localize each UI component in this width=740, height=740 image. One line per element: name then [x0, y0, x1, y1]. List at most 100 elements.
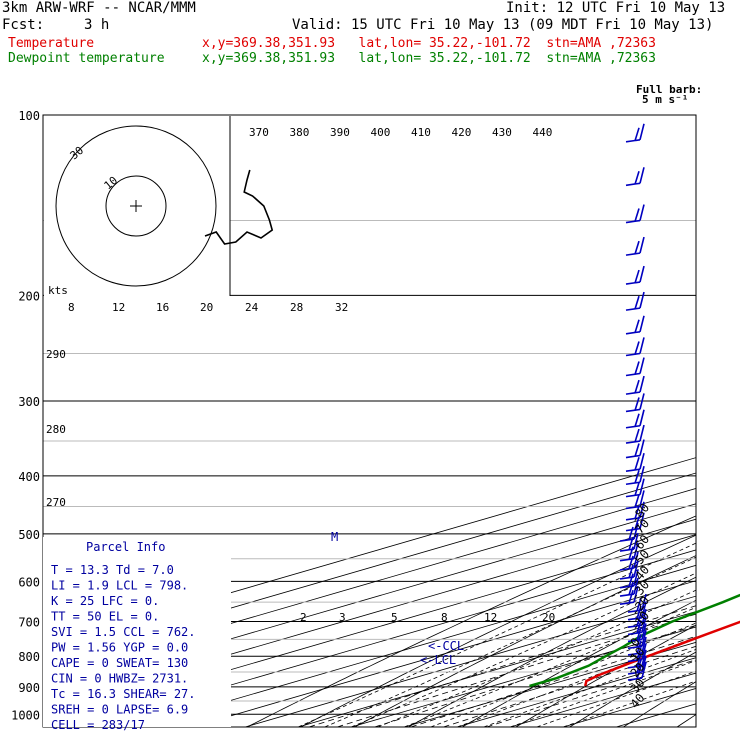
- wind-barb: [625, 468, 641, 473]
- wind-barb: [634, 397, 640, 411]
- wind-barb: [641, 661, 647, 679]
- wind-barb: [625, 493, 641, 498]
- wind-barb: [636, 647, 642, 661]
- isotherm: [563, 688, 696, 727]
- wind-barb: [641, 608, 647, 626]
- moist-adiabat: [536, 670, 696, 727]
- parcel-info-row: T = 13.3 Td = 7.0: [51, 563, 174, 577]
- wind-barb: [639, 204, 645, 221]
- full-barb-legend-title: Full barb:: [636, 83, 702, 96]
- wind-speed-label: 8: [68, 301, 75, 314]
- wind-barb: [628, 555, 634, 570]
- wind-barbs: [619, 123, 647, 681]
- wind-speed-label: 16: [156, 301, 169, 314]
- mixing-ratio-label: 8: [441, 611, 448, 624]
- wind-barb: [641, 649, 647, 666]
- temperature-location-info: x,y=369.38,351.93 lat,lon= 35.22,-101.72…: [202, 36, 656, 51]
- wind-barb: [625, 352, 641, 357]
- wind-barb: [625, 505, 641, 510]
- wind-barb: [639, 265, 645, 283]
- wind-barb: [625, 391, 641, 395]
- dry-adiabat: [515, 624, 696, 727]
- isotherm: [86, 549, 696, 727]
- theta-label: 430: [492, 126, 512, 139]
- lcl-marker: <-LCL: [420, 653, 456, 667]
- wind-barb: [633, 569, 639, 586]
- wind-barb: [625, 454, 641, 459]
- wind-barb: [634, 505, 640, 520]
- plot-frame: [42, 114, 697, 728]
- wind-barb: [639, 409, 645, 426]
- parcel-info-row: LI = 1.9 LCL = 798.: [51, 579, 188, 593]
- parcel-info-row: PW = 1.56 YGP = 0.0: [51, 641, 188, 655]
- wind-barb: [641, 643, 647, 660]
- wind-barb: [639, 167, 645, 184]
- wind-barb: [633, 585, 639, 603]
- wind-barb: [639, 501, 645, 518]
- theta-label: 410: [411, 126, 431, 139]
- theta-label: 440: [533, 126, 553, 139]
- wind-barb: [641, 655, 647, 673]
- dry-adiabat: [731, 115, 740, 727]
- wind-barb: [639, 315, 645, 332]
- isotherm: [245, 595, 696, 727]
- wind-barb: [634, 379, 640, 394]
- wind-barb: [625, 139, 641, 143]
- temperature-legend-label: Temperature: [8, 36, 95, 51]
- init-time: Init: 12 UTC Fri 10 May 13: [506, 0, 726, 16]
- wind-barb: [636, 605, 642, 619]
- wind-barb: [625, 408, 641, 413]
- wind-barb: [641, 636, 647, 654]
- isotherm: [139, 564, 696, 727]
- dry-adiabat: [676, 714, 696, 727]
- dewpoint-legend-label: Dewpoint temperature: [8, 51, 165, 66]
- dry-adiabat: [569, 651, 696, 727]
- wind-barb: [628, 564, 634, 579]
- parcel-info-row: SVI = 1.5 CCL = 762.: [51, 625, 196, 639]
- wind-barb: [636, 665, 642, 680]
- pressure-label: 1000: [11, 708, 40, 722]
- dry-adiabat: [408, 576, 696, 727]
- mixing-ratio-label: 3: [339, 611, 346, 624]
- moist-adiabat: [457, 636, 696, 727]
- wind-barb: [633, 522, 639, 540]
- mixing-ratio-label: 20: [542, 611, 555, 624]
- wind-barb: [639, 466, 645, 483]
- wind-barb: [639, 291, 645, 309]
- hodograph-ring: [55, 125, 217, 287]
- theta-label: 380: [290, 126, 310, 139]
- wind-barb: [634, 494, 640, 508]
- wind-barb: [634, 127, 640, 142]
- wind-barb: [639, 375, 645, 393]
- model-title: 3km ARW-WRF -- NCAR/MMM: [2, 0, 196, 16]
- wind-barb: [641, 593, 647, 611]
- isotherm: [351, 626, 696, 727]
- wind-barb: [634, 413, 640, 427]
- pressure-label: 500: [18, 528, 40, 542]
- wind-barb: [639, 337, 645, 354]
- wind-barb: [634, 516, 640, 530]
- isotherm: [298, 611, 696, 727]
- moist-adiabat: [351, 572, 696, 727]
- moist-adiabat: [377, 589, 696, 727]
- parcel-info-row: Tc = 16.3 SHEAR= 27.: [51, 687, 196, 701]
- dry-adiabat: [300, 534, 696, 727]
- wind-barb: [639, 357, 645, 374]
- wind-barb: [641, 601, 647, 618]
- wind-barb: [633, 577, 639, 595]
- theta-label: 270: [46, 496, 66, 509]
- hodograph-trace: [204, 169, 274, 245]
- mixing-ratio-line: [486, 659, 696, 727]
- wind-barb: [628, 573, 634, 587]
- wind-barb: [625, 281, 641, 285]
- wind-barb: [625, 182, 641, 187]
- wind-barb: [628, 526, 634, 541]
- wind-barb: [634, 171, 640, 185]
- ccl-marker: <-CCL: [428, 639, 464, 653]
- parcel-info-panel: Parcel Info T = 13.3 Td = 7.0 LI = 1.9 LC…: [43, 537, 231, 732]
- isotherm: [457, 657, 696, 727]
- mixing-ratio-label: 2: [300, 611, 307, 624]
- parcel-info-row: CAPE = 0 SWEAT= 130: [51, 656, 188, 670]
- wind-barb: [625, 252, 641, 256]
